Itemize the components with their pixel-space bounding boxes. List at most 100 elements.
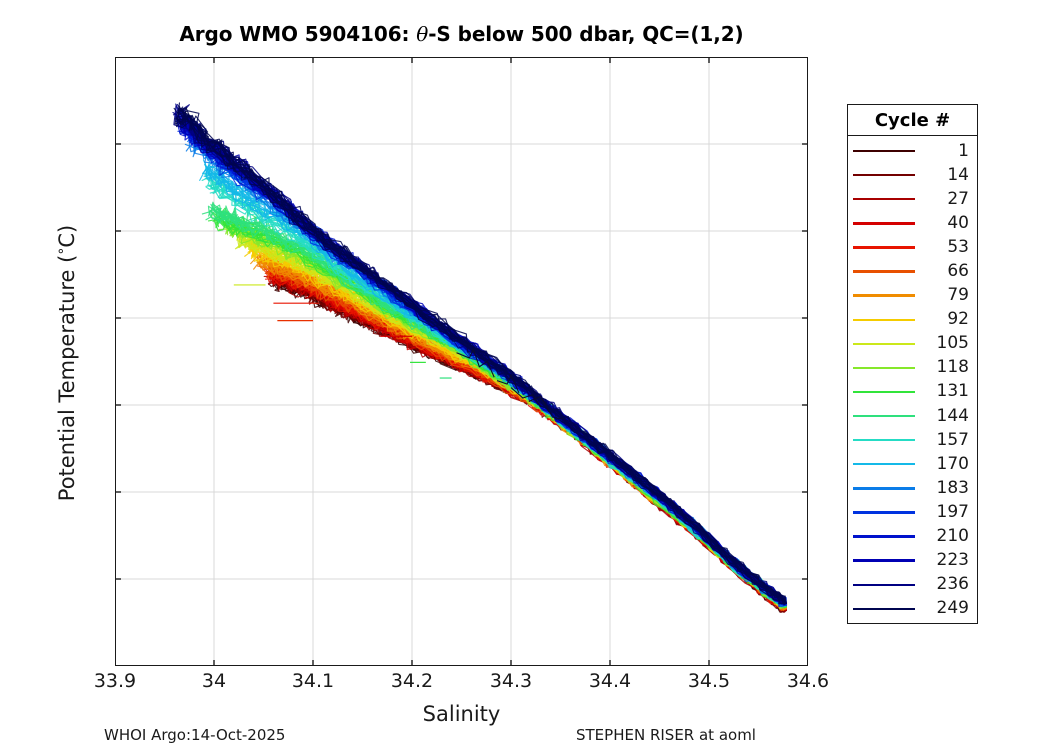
x-axis-label: Salinity — [422, 702, 501, 726]
x-tick-label: 34.2 — [390, 670, 434, 692]
legend-item-label: 144 — [936, 405, 969, 426]
legend-color-swatch — [853, 149, 915, 153]
profile-line — [276, 274, 787, 611]
profile-lines — [172, 102, 788, 614]
y-axis-label: Potential Temperature (°C) — [55, 163, 79, 563]
x-tick-label: 34.1 — [291, 670, 335, 692]
profile-line-group — [173, 102, 787, 605]
profile-line — [263, 273, 787, 611]
legend-color-swatch — [853, 342, 915, 345]
legend-color-swatch — [853, 198, 915, 201]
legend-color-swatch — [853, 173, 915, 177]
legend-item-label: 236 — [936, 574, 969, 595]
profile-line — [265, 266, 787, 611]
legend-item[interactable]: 118 — [848, 356, 977, 380]
tick-marks — [115, 57, 808, 666]
legend-color-swatch — [853, 366, 915, 370]
legend-item-label: 66 — [947, 261, 969, 282]
legend-item[interactable]: 66 — [848, 259, 977, 283]
legend-color-swatch — [853, 414, 915, 418]
legend-color-swatch — [853, 246, 915, 249]
title-suffix: -S below 500 dbar, QC=(1,2) — [428, 22, 744, 46]
legend-color-swatch — [853, 511, 915, 514]
legend-item-label: 105 — [936, 333, 969, 354]
legend-item[interactable]: 1 — [848, 139, 977, 163]
legend-item-label: 157 — [936, 429, 969, 450]
profile-line — [177, 106, 787, 604]
page-title: Argo WMO 5904106: θ-S below 500 dbar, QC… — [115, 22, 808, 46]
legend-item[interactable]: 197 — [848, 500, 977, 524]
legend-item-label: 183 — [936, 477, 969, 498]
profile-line — [266, 268, 787, 611]
legend-item[interactable]: 131 — [848, 380, 977, 404]
legend-item-label: 1 — [958, 140, 969, 161]
title-prefix: Argo WMO 5904106: — [179, 22, 417, 46]
legend-item[interactable]: 157 — [848, 428, 977, 452]
legend-item[interactable]: 92 — [848, 308, 977, 332]
legend-item-label: 27 — [947, 188, 969, 209]
legend-item[interactable]: 236 — [848, 573, 977, 597]
legend-item-label: 170 — [936, 453, 969, 474]
legend-item-label: 53 — [947, 236, 969, 257]
footer-source-text: WHOI Argo:14-Oct-2025 — [104, 726, 286, 744]
legend-item-label: 223 — [936, 550, 969, 571]
legend-item-label: 197 — [936, 501, 969, 522]
legend-item-label: 40 — [947, 212, 969, 233]
legend-color-swatch — [853, 222, 915, 225]
profile-line — [173, 107, 787, 604]
ylabel-tail: C) — [55, 224, 79, 248]
legend-color-swatch — [853, 294, 915, 297]
legend-item-label: 92 — [947, 309, 969, 330]
legend-item[interactable]: 40 — [848, 211, 977, 235]
legend-item[interactable]: 210 — [848, 525, 977, 549]
legend-item-label: 118 — [936, 357, 969, 378]
legend-item[interactable]: 223 — [848, 549, 977, 573]
legend-color-swatch — [853, 559, 915, 562]
legend-color-swatch — [853, 607, 915, 611]
legend-item[interactable]: 14 — [848, 163, 977, 187]
legend-title: Cycle # — [848, 105, 977, 136]
outlier-excursion — [456, 347, 495, 378]
outlier-excursion — [496, 374, 520, 394]
legend-color-swatch — [853, 318, 915, 321]
legend-color-swatch — [853, 390, 915, 394]
x-tick-label: 34 — [201, 670, 227, 692]
profile-line — [276, 271, 787, 612]
theta-s-plot-canvas — [115, 57, 808, 666]
legend-item[interactable]: 183 — [848, 476, 977, 500]
legend-item[interactable]: 27 — [848, 187, 977, 211]
profile-line — [265, 269, 787, 610]
legend-items: 1 14 27 40 53 66 79 92 105 118 131 144 157 170 183 197 2… — [848, 136, 977, 621]
legend-item[interactable]: 249 — [848, 597, 977, 621]
legend-item[interactable]: 105 — [848, 332, 977, 356]
legend-item[interactable]: 170 — [848, 452, 977, 476]
profile-line — [275, 272, 787, 611]
profile-line — [253, 258, 787, 610]
x-tick-label: 34.5 — [687, 670, 731, 692]
legend-item[interactable]: 144 — [848, 404, 977, 428]
outlier-excursion — [510, 387, 542, 408]
legend-item-label: 210 — [936, 526, 969, 547]
profile-line — [276, 274, 787, 611]
x-tick-label: 34.3 — [489, 670, 533, 692]
footer-author-text: STEPHEN RISER at aoml — [576, 726, 756, 744]
outlier-excursion — [528, 395, 563, 420]
legend: Cycle # 1 14 27 40 53 66 79 92 105 118 131 144 157 17… — [847, 104, 978, 624]
legend-color-swatch — [853, 487, 915, 490]
legend-item[interactable]: 53 — [848, 235, 977, 259]
profile-line — [276, 276, 787, 611]
profile-line — [274, 272, 787, 611]
degree-symbol: ° — [57, 247, 73, 255]
legend-color-swatch — [853, 438, 915, 442]
legend-item[interactable]: 79 — [848, 284, 977, 308]
legend-item-label: 14 — [947, 164, 969, 185]
x-tick-label: 34.6 — [786, 670, 830, 692]
x-tick-label: 34.4 — [588, 670, 632, 692]
legend-color-swatch — [853, 583, 915, 586]
profile-line — [209, 174, 787, 606]
legend-color-swatch — [853, 270, 915, 273]
legend-item-label: 131 — [936, 381, 969, 402]
x-tick-label: 33.9 — [93, 670, 137, 692]
theta-symbol: θ — [416, 22, 429, 46]
